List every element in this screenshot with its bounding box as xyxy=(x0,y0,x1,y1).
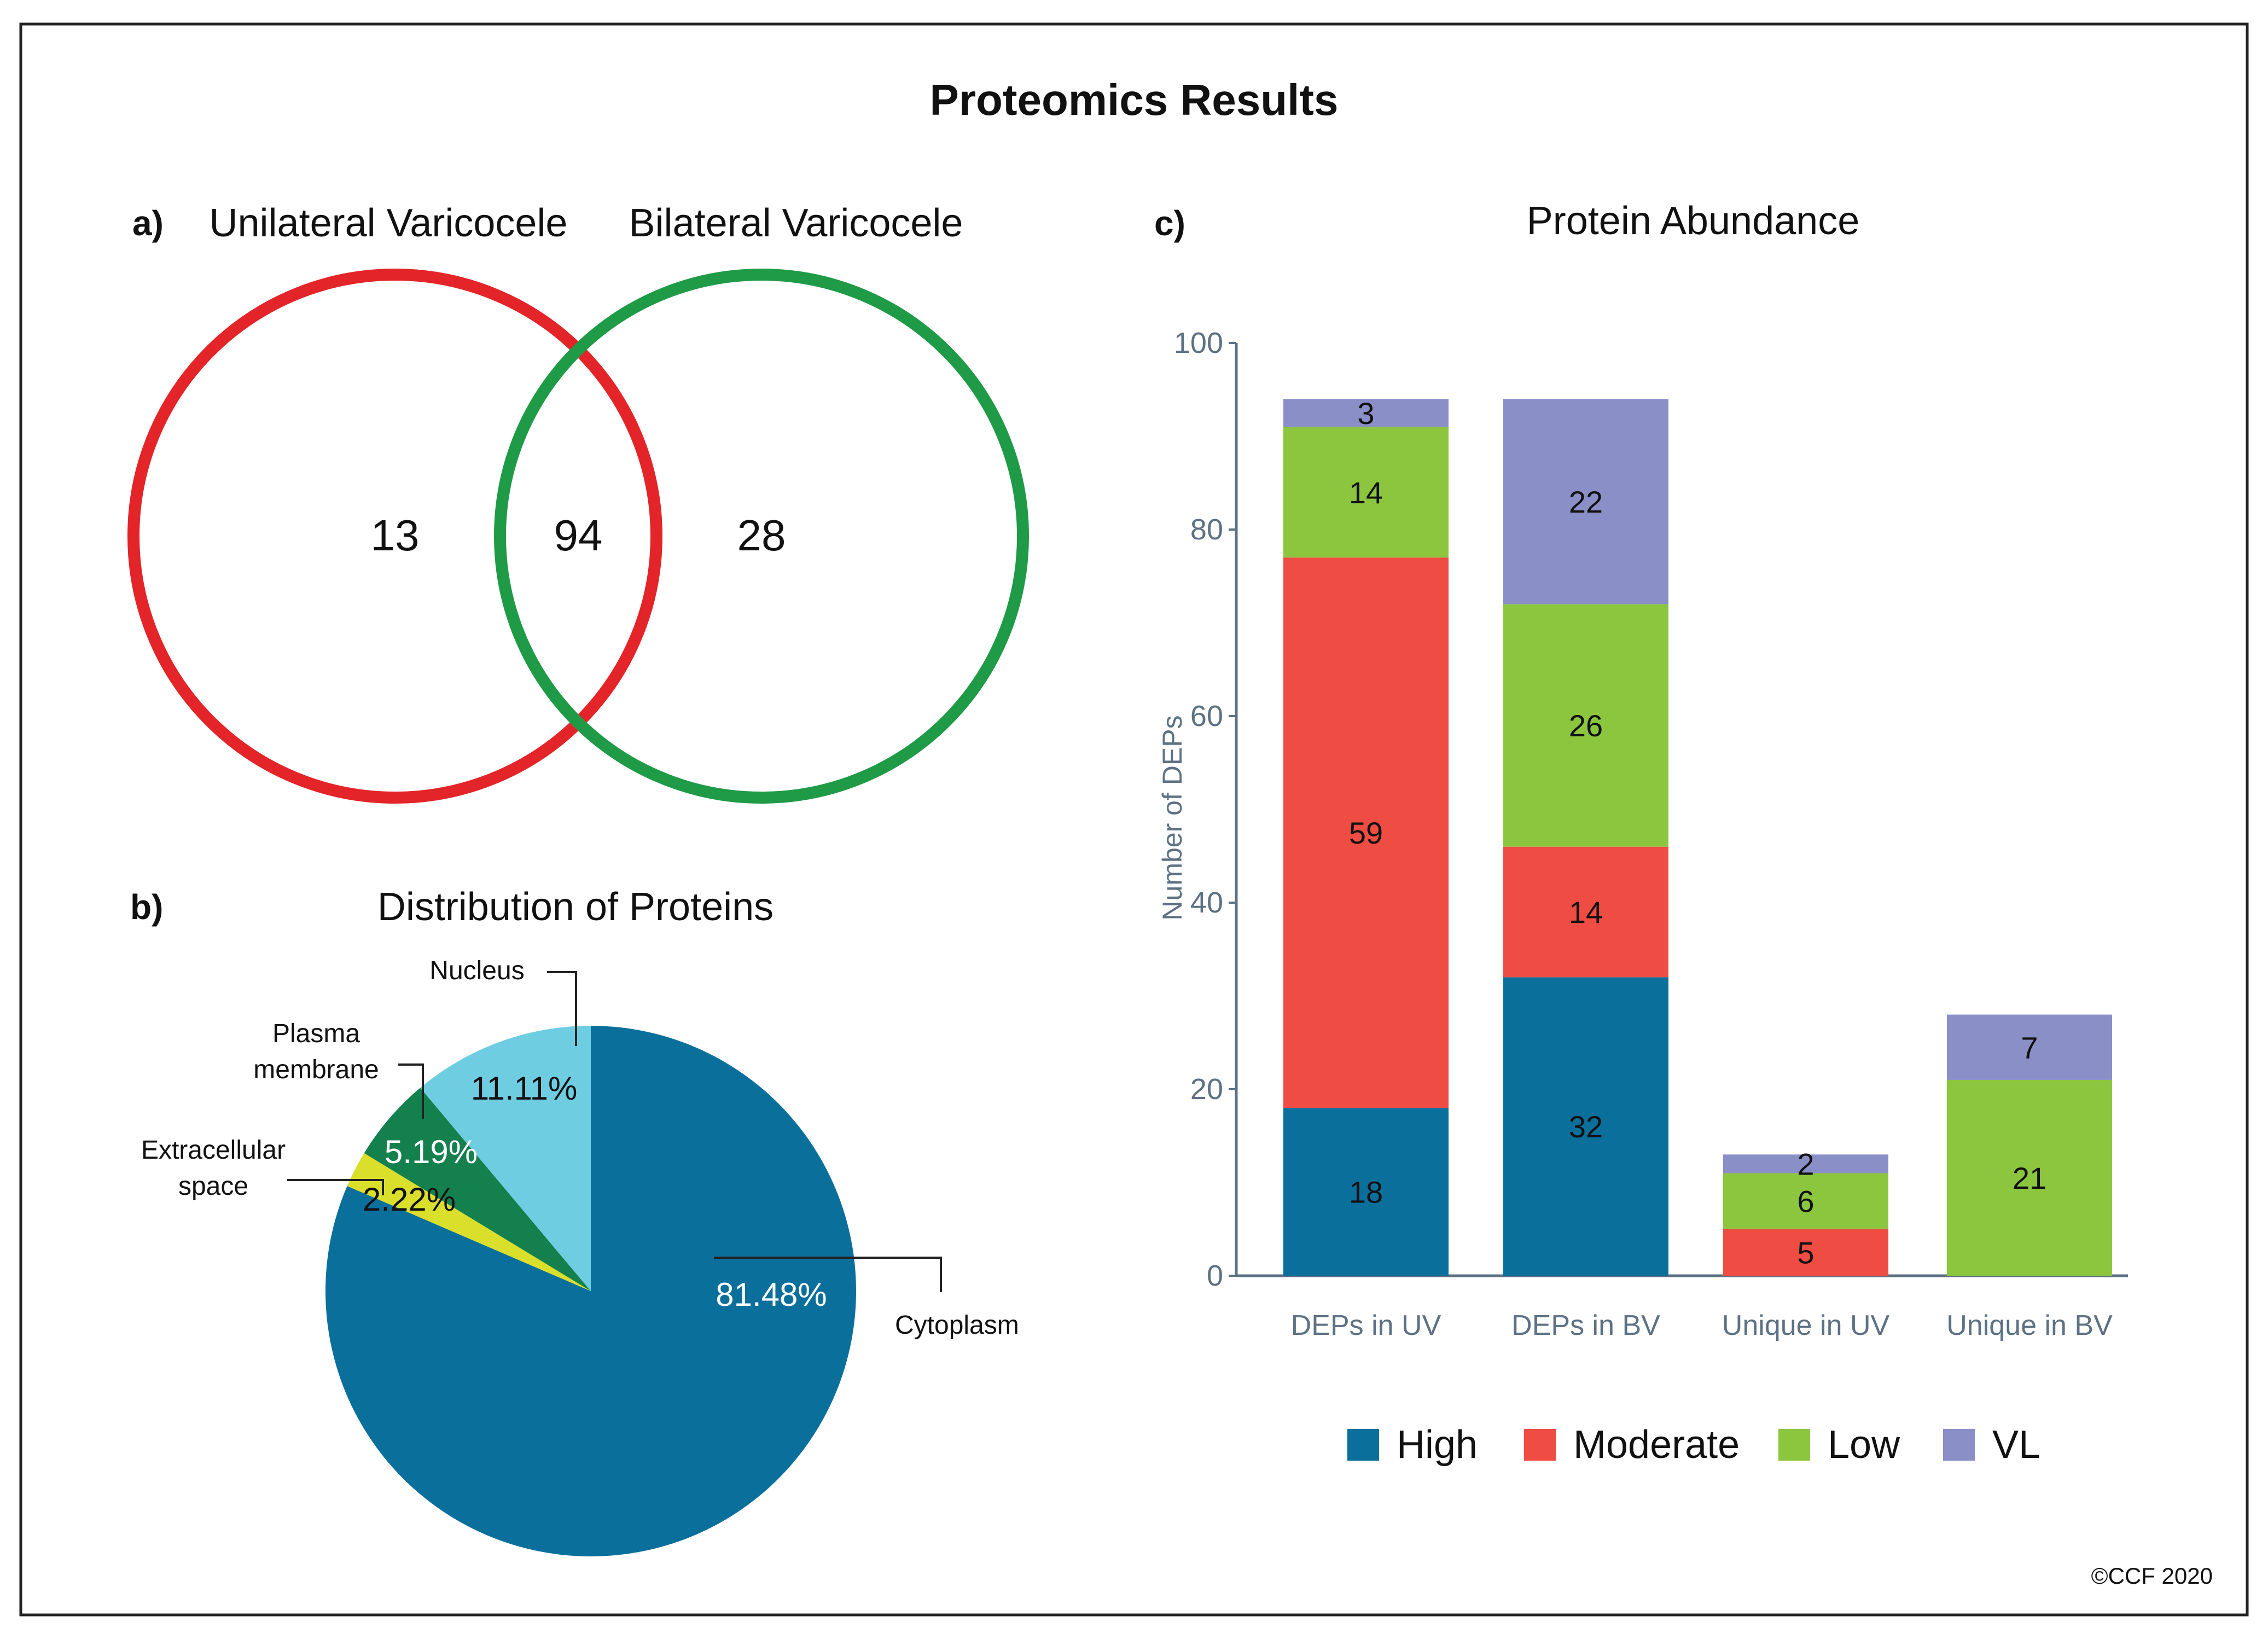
bar-value-label: 26 xyxy=(1569,708,1603,743)
venn-set-label-unilateral: Unilateral Varicocele xyxy=(210,201,568,245)
bar-segment-moderate xyxy=(1723,1229,1888,1276)
venn-panel: a) Unilateral Varicocele Bilateral Varic… xyxy=(127,201,1029,804)
pie-value-label: 2.22% xyxy=(363,1181,456,1218)
bar-value-label: 3 xyxy=(1357,396,1374,431)
pie-value-label: 81.48% xyxy=(716,1276,827,1313)
panel-label-b: b) xyxy=(130,887,163,927)
bar-segment-low xyxy=(1283,427,1449,558)
y-tick-label: 80 xyxy=(1190,513,1223,546)
bar-segment-low xyxy=(1947,1079,2112,1276)
legend-swatch-vl xyxy=(1943,1429,1975,1461)
pie-panel: b) Distribution of Proteins 81.48% 2.22% 5… xyxy=(130,885,1019,1556)
bar-segment-vl xyxy=(1503,399,1668,605)
bar-value-label: 2 xyxy=(1797,1147,1814,1181)
bar-segment-vl xyxy=(1283,399,1449,427)
venn-count-unilateral-only: 13 xyxy=(371,511,420,560)
bar-value-label: 5 xyxy=(1797,1235,1814,1270)
y-tick-label: 40 xyxy=(1190,886,1223,919)
bar-segment-low xyxy=(1503,604,1668,847)
bar-segment-high xyxy=(1283,1108,1449,1276)
legend-label-high: High xyxy=(1397,1423,1478,1467)
pie-category-label: Extracellular space xyxy=(141,1136,286,1201)
x-tick-label: Unique in UV xyxy=(1722,1310,1890,1341)
bar-segment-vl xyxy=(1947,1014,2112,1080)
venn-count-bilateral-only: 28 xyxy=(737,511,786,560)
venn-circle-unilateral xyxy=(127,269,662,804)
bar-segment-moderate xyxy=(1283,557,1449,1108)
legend-label-vl: VL xyxy=(1992,1423,2040,1467)
bar-legend: High Moderate Low VL xyxy=(1347,1423,2040,1467)
pie-category-label: Cytoplasm xyxy=(895,1311,1019,1340)
bar-value-label: 6 xyxy=(1797,1184,1814,1219)
bar-value-label: 7 xyxy=(2021,1030,2038,1065)
y-tick-label: 100 xyxy=(1174,327,1223,359)
pie-leader-line xyxy=(714,1257,942,1292)
legend-label-low: Low xyxy=(1828,1423,1900,1467)
bar-value-label: 59 xyxy=(1349,816,1383,850)
stacked-bar-chart: 0 20 40 60 80 100 18 59 14 3 DEPs in UV 32 14 26 22 DEP… xyxy=(1174,327,2128,1341)
pie-slice-plasma xyxy=(364,1088,591,1291)
venn-count-overlap: 94 xyxy=(554,511,603,560)
legend-swatch-low xyxy=(1778,1429,1810,1461)
figure-title: Proteomics Results xyxy=(930,75,1339,124)
pie-value-label: 5.19% xyxy=(385,1134,478,1170)
pie-leader-line xyxy=(398,1063,424,1119)
bar-value-label: 21 xyxy=(2013,1161,2046,1195)
bar-chart-title: Protein Abundance xyxy=(1527,199,1859,243)
venn-set-label-bilateral: Bilateral Varicocele xyxy=(629,201,963,245)
x-tick-label: Unique in BV xyxy=(1946,1310,2113,1341)
bar-value-label: 32 xyxy=(1569,1109,1603,1144)
legend-label-moderate: Moderate xyxy=(1573,1423,1740,1467)
pie-chart: 81.48% 2.22% 5.19% 11.11% Cytoplasm Extracell… xyxy=(141,956,1019,1556)
bar-value-label: 14 xyxy=(1569,895,1603,929)
panel-label-a: a) xyxy=(132,204,164,243)
x-tick-label: DEPs in UV xyxy=(1291,1310,1441,1341)
pie-title: Distribution of Proteins xyxy=(377,885,774,929)
bar-value-label: 18 xyxy=(1349,1175,1383,1210)
bar-segment-moderate xyxy=(1503,846,1668,978)
y-tick-label: 60 xyxy=(1190,700,1223,733)
bar-segment-high xyxy=(1503,977,1668,1276)
venn-circle-bilateral xyxy=(494,269,1029,804)
bar-segment-low xyxy=(1723,1173,1888,1229)
x-tick-label: DEPs in BV xyxy=(1511,1310,1660,1341)
legend-swatch-high xyxy=(1347,1429,1379,1461)
bar-value-label: 22 xyxy=(1569,485,1603,519)
pie-value-label: 11.11% xyxy=(471,1070,578,1107)
y-tick-label: 0 xyxy=(1207,1259,1223,1292)
pie-slice-nucleus xyxy=(420,1026,591,1291)
pie-slice-extracellular xyxy=(347,1153,591,1291)
bar-value-label: 14 xyxy=(1349,475,1383,510)
pie-leader-line xyxy=(547,971,577,1046)
pie-category-label: Plasma membrane xyxy=(253,1019,379,1084)
bar-segment-vl xyxy=(1723,1154,1888,1173)
pie-leader-line xyxy=(287,1179,384,1195)
bar-panel: c) Protein Abundance Number of DEPs 0 20 4… xyxy=(1154,199,2128,1467)
panel-label-c: c) xyxy=(1154,204,1185,243)
copyright-notice: ©CCF 2020 xyxy=(2091,1563,2213,1589)
y-tick-label: 20 xyxy=(1190,1073,1223,1106)
pie-category-label: Nucleus xyxy=(429,956,524,985)
legend-swatch-moderate xyxy=(1524,1429,1556,1461)
y-axis-label: Number of DEPs xyxy=(1157,715,1188,920)
